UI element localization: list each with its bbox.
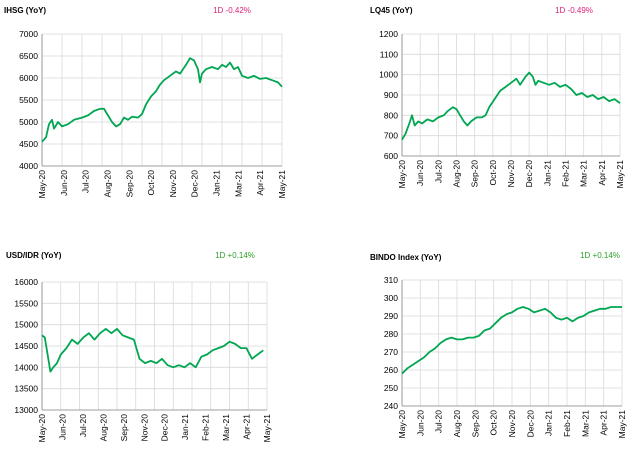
y-tick-label: 6500 [19,51,38,61]
chart-panel-usdidr: USD/IDR (YoY) 1D +0.14% 16000 15500 15000 145… [0,244,300,451]
chart-svg: IHSG (YoY) 1D -0.42% 7000 6500 6000 5500 5000 4… [4,6,287,199]
x-tick-label: Jan-21 [544,410,554,436]
daily-change-label: 1D +0.14% [215,251,255,260]
daily-change-label: 1D +0.14% [580,251,620,260]
x-tick-label: Jun-20 [59,170,69,196]
y-tick-label: 800 [384,110,398,120]
y-tick-label: 13500 [14,384,38,394]
chart-title: USD/IDR (YoY) [6,251,62,260]
x-tick-label: May-21 [277,170,287,199]
daily-change-label: 1D -0.49% [555,6,593,15]
chart-svg: USD/IDR (YoY) 1D +0.14% 16000 15500 15000 145… [6,251,272,443]
x-tick-label: Aug-20 [452,160,462,188]
y-tick-label: 260 [384,365,398,375]
chart-panel-lq45: LQ45 (YoY) 1D -0.49% 1200 1100 1000 900 800 700… [346,0,636,240]
x-tick-label: Dec-20 [160,414,170,442]
y-tick-label: 900 [384,90,398,100]
x-tick-label: Aug-20 [452,410,462,438]
x-tick-label: May-20 [397,160,407,189]
x-tick-label: Apr-21 [255,170,265,196]
y-tick-label: 1200 [379,29,398,39]
x-tick-label: Aug-20 [102,170,112,198]
y-tick-label: 300 [384,293,398,303]
y-tick-label: 700 [384,131,398,141]
y-tick-label: 600 [384,151,398,161]
series-line [401,306,622,375]
y-tick-label: 240 [384,401,398,411]
x-tick-label: Jan-21 [180,414,190,440]
x-tick-label: Jul-20 [434,410,444,433]
x-tick-label: Mar-21 [579,160,589,187]
chart-title: IHSG (YoY) [4,6,46,15]
series-line [41,57,283,143]
x-tick-label: Jan-21 [542,160,552,186]
x-tick-label: Dec-20 [524,160,534,188]
x-tick-label: Jun-20 [415,160,425,186]
x-tick-label: Feb-21 [562,410,572,437]
y-tick-label: 14500 [14,341,38,351]
x-tick-label: Jul-20 [81,170,91,193]
x-tick-label: Dec-20 [190,170,200,198]
chart-panel-ihsg: IHSG (YoY) 1D -0.42% 7000 6500 6000 5500 5000 4… [0,0,300,240]
series-line [401,71,621,141]
y-tick-label: 6000 [19,73,38,83]
x-tick-label: Nov-20 [168,170,178,198]
y-tick-label: 280 [384,329,398,339]
x-tick-label: May-20 [397,410,407,439]
x-tick-label: Apr-21 [599,410,609,436]
y-tick-label: 15500 [14,298,38,308]
x-tick-label: May-21 [617,410,627,439]
series-line [41,328,264,373]
x-tick-label: Feb-21 [201,414,211,441]
chart-title: BINDO Index (YoY) [370,253,442,262]
y-tick-label: 4000 [19,161,38,171]
x-tick-label: Sep-20 [124,170,134,198]
x-tick-label: May-20 [37,414,47,443]
x-tick-label: Sep-20 [470,160,480,188]
x-tick-label: Jan-21 [212,170,222,196]
x-tick-label: Nov-20 [507,410,517,438]
y-tick-label: 13000 [14,405,38,415]
y-tick-label: 1000 [379,70,398,80]
x-tick-label: Jul-20 [433,160,443,183]
x-tick-label: Jun-20 [415,410,425,436]
x-tick-label: Sep-20 [119,414,129,442]
x-tick-label: Mar-21 [221,414,231,441]
y-tick-label: 250 [384,383,398,393]
y-tick-label: 310 [384,275,398,285]
y-tick-label: 7000 [19,29,38,39]
x-tick-label: Oct-20 [489,410,499,436]
y-tick-label: 5500 [19,95,38,105]
y-tick-label: 16000 [14,277,38,287]
y-tick-label: 15000 [14,320,38,330]
x-tick-label: May-20 [37,170,47,199]
x-tick-label: May-21 [615,160,625,189]
x-tick-label: Mar-21 [233,170,243,197]
y-tick-label: 4500 [19,139,38,149]
daily-change-label: 1D -0.42% [213,6,251,15]
x-tick-label: Oct-20 [146,170,156,196]
chart-svg: LQ45 (YoY) 1D -0.49% 1200 1100 1000 900 800 700… [370,6,625,189]
x-tick-label: May-21 [262,414,272,443]
x-tick-label: Sep-20 [470,410,480,438]
x-tick-label: Aug-20 [98,414,108,442]
x-tick-label: Feb-21 [561,160,571,187]
chart-title: LQ45 (YoY) [370,6,413,15]
y-tick-label: 1100 [380,49,399,59]
x-tick-label: Apr-21 [242,414,252,440]
y-tick-label: 5000 [19,117,38,127]
chart-svg: BINDO Index (YoY) 1D +0.14% 310 300 290 280 27… [370,251,627,439]
x-tick-label: Apr-21 [597,160,607,186]
x-tick-label: Jun-20 [57,414,67,440]
x-tick-label: Nov-20 [506,160,516,188]
y-tick-label: 290 [384,311,398,321]
x-tick-label: Dec-20 [525,410,535,438]
x-tick-label: Jul-20 [78,414,88,437]
y-tick-label: 14000 [14,362,38,372]
x-tick-label: Nov-20 [139,414,149,442]
x-tick-label: Mar-21 [580,410,590,437]
x-tick-label: Oct-20 [488,160,498,186]
y-tick-label: 270 [384,347,398,357]
chart-panel-bindo: BINDO Index (YoY) 1D +0.14% 310 300 290 280 27… [346,244,636,451]
